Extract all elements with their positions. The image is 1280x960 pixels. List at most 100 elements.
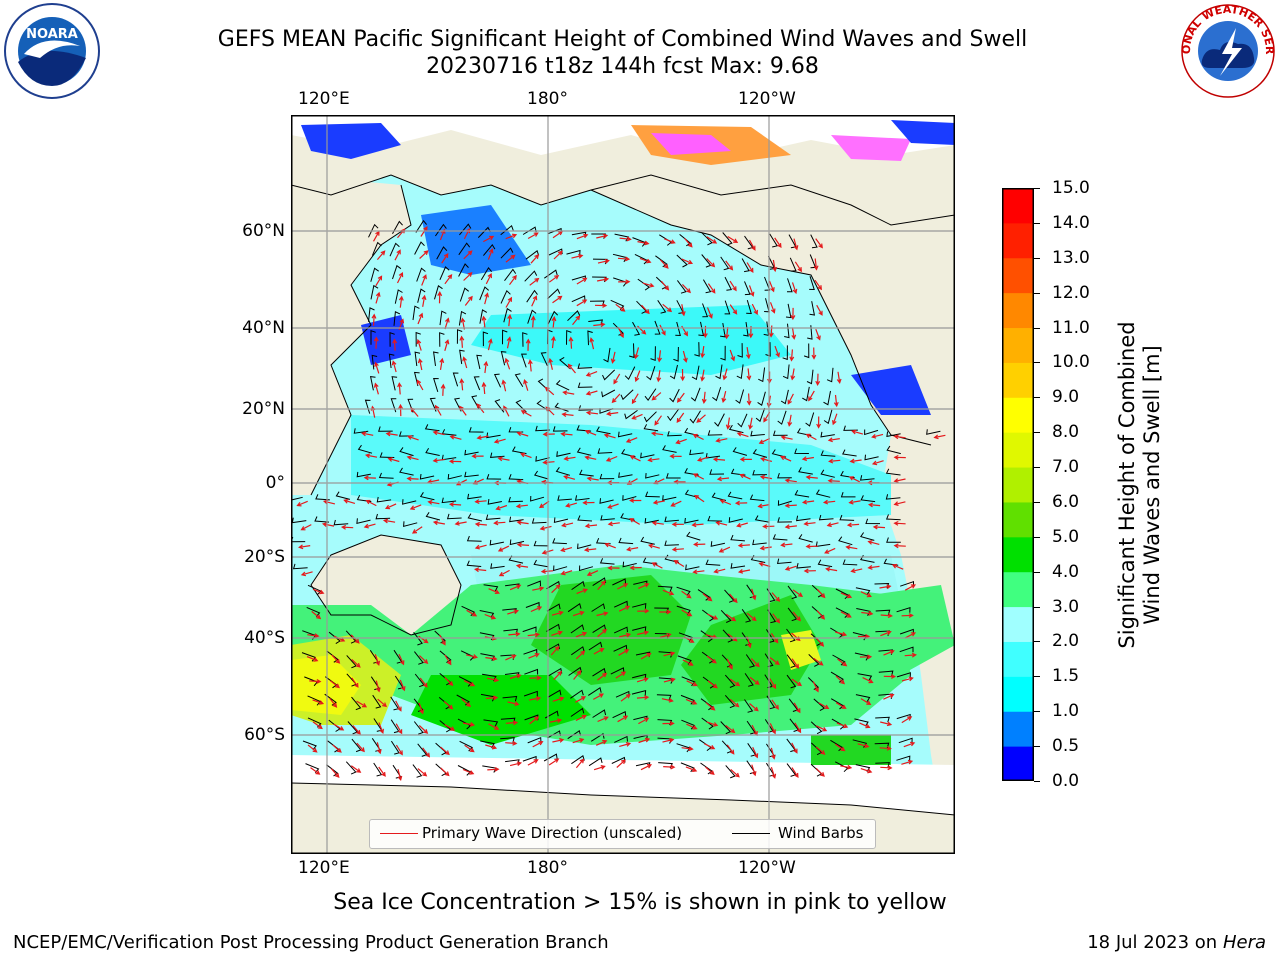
lat-label-20s: 20°S [244, 547, 285, 567]
wave-direction-arrow [504, 357, 511, 370]
wind-barb [640, 452, 655, 459]
wind-barb [335, 491, 351, 500]
wind-barb [439, 720, 452, 733]
wind-barb [458, 310, 467, 326]
wind-barb [700, 698, 714, 711]
wave-direction-arrow [398, 653, 405, 666]
wave-direction-arrow [634, 370, 641, 383]
wave-direction-arrow [595, 739, 608, 746]
wave-direction-arrow [549, 718, 563, 724]
wind-barb [554, 402, 569, 412]
wind-barb [485, 514, 501, 520]
wind-barb [535, 456, 550, 462]
wind-barb [860, 495, 876, 503]
wind-barb [667, 430, 682, 437]
wave-direction-arrow [375, 275, 383, 287]
map-frame [291, 115, 955, 854]
wave-direction-arrow [483, 235, 495, 243]
wave-direction-arrow [736, 522, 748, 528]
wind-barb [525, 249, 540, 260]
wave-direction-arrow [840, 764, 853, 770]
wave-direction-arrow [618, 279, 631, 285]
colorbar-segment [1002, 641, 1034, 677]
wind-barb [567, 310, 581, 322]
wave-direction-arrow [769, 302, 776, 314]
wave-direction-arrow [745, 347, 751, 360]
wave-direction-arrow [662, 303, 673, 313]
wave-direction-arrow [676, 412, 685, 424]
wind-barb [468, 427, 484, 433]
wind-barb [749, 494, 765, 502]
wave-direction-arrow [617, 326, 624, 339]
wind-barb [480, 653, 495, 661]
wave-direction-arrow [784, 478, 797, 484]
wave-direction-arrow [508, 631, 521, 637]
wave-direction-arrow [444, 339, 450, 351]
wind-barb [357, 444, 373, 454]
wave-direction-arrow [746, 612, 757, 622]
wind-barb [864, 454, 879, 461]
wind-barb [669, 364, 678, 380]
wave-direction-arrow [440, 383, 446, 396]
wave-direction-arrow [751, 303, 758, 316]
wind-barb [315, 494, 330, 501]
wave-direction-arrow [507, 701, 520, 706]
wind-barb [479, 309, 488, 324]
wind-barb [370, 267, 379, 282]
wave-direction-arrow [365, 499, 377, 507]
wind-barb [413, 721, 424, 735]
wind-barb [724, 589, 735, 603]
wind-barb [414, 651, 424, 665]
wind-barb [855, 587, 871, 596]
wave-direction-arrow [792, 589, 804, 598]
wave-direction-arrow [893, 454, 906, 460]
wave-direction-arrow [737, 569, 751, 574]
wind-barb [820, 431, 835, 438]
wave-direction-arrow [462, 356, 468, 369]
wave-direction-arrow [670, 500, 682, 507]
legend-line-primary-wave [380, 833, 418, 834]
wind-barb [843, 425, 858, 431]
wind-barb [650, 346, 656, 362]
wave-direction-arrow [374, 361, 380, 374]
wind-barb [741, 632, 751, 646]
wind-barb [788, 698, 799, 712]
lon-label-top-120e: 120°E [298, 89, 350, 109]
wave-direction-arrow [651, 520, 664, 526]
wave-direction-arrow [620, 693, 631, 702]
wind-barb [865, 518, 881, 525]
wave-direction-arrow [651, 392, 662, 401]
wind-barb [479, 610, 495, 618]
wind-barb [610, 667, 625, 675]
wave-direction-arrow [432, 430, 445, 436]
wind-barb [655, 255, 668, 268]
wave-direction-arrow [395, 723, 403, 735]
wave-direction-arrow [835, 702, 847, 709]
wind-barb [727, 491, 743, 500]
wind-barb [533, 540, 549, 547]
wave-direction-arrow [789, 349, 795, 362]
wave-direction-arrow [637, 240, 650, 246]
wind-barb [553, 517, 569, 524]
wind-barb [736, 364, 744, 380]
wave-direction-arrow [760, 457, 773, 462]
wave-direction-arrow [629, 518, 641, 525]
wave-direction-arrow [813, 657, 824, 666]
wind-barb [669, 388, 680, 403]
wave-direction-arrow [605, 455, 618, 462]
wave-direction-arrow [300, 571, 313, 577]
wind-barb [720, 721, 732, 735]
wave-direction-arrow [707, 283, 716, 294]
wind-barb [356, 471, 371, 478]
wind-barb [896, 607, 911, 613]
wind-barb [600, 515, 615, 521]
wave-direction-arrow [636, 695, 650, 700]
wind-barb [722, 629, 734, 643]
wave-direction-arrow [791, 742, 798, 754]
wind-barb [483, 584, 499, 592]
wave-direction-arrow [640, 764, 653, 771]
wind-barb [571, 295, 586, 303]
wave-direction-arrow [416, 338, 422, 351]
wave-direction-arrow [625, 437, 638, 443]
wave-direction-arrow [363, 475, 376, 481]
